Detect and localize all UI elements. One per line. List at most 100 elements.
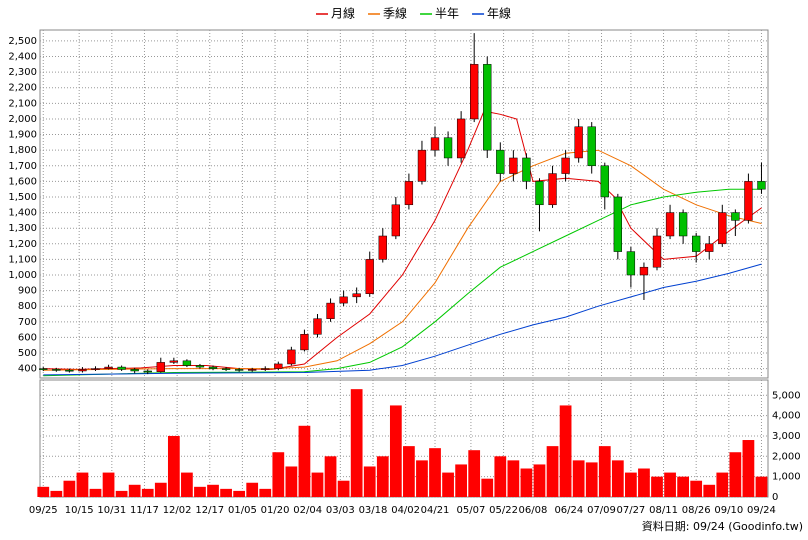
volume-tick-label: 1,000	[772, 472, 801, 483]
volume-bar	[363, 466, 376, 497]
ma-line	[43, 110, 762, 370]
candle-body	[613, 196, 622, 252]
candle-body	[639, 266, 649, 276]
candle-body	[665, 212, 675, 237]
candle-body	[313, 318, 322, 335]
y-tick-label: 2,200	[8, 83, 37, 94]
x-tick-label: 12/02	[163, 505, 192, 516]
volume-bar	[729, 452, 742, 497]
legend-label: 月線	[331, 6, 355, 21]
x-tick-label: 10/15	[65, 505, 94, 516]
candle-body	[326, 302, 335, 319]
volume-bar	[677, 476, 689, 497]
y-tick-label: 1,200	[8, 239, 37, 250]
volume-bar	[664, 472, 676, 497]
candle-body	[352, 293, 361, 298]
x-tick-label: 01/05	[228, 505, 257, 516]
volume-bar	[37, 486, 50, 497]
candle-body	[417, 149, 427, 182]
y-tick-label: 400	[18, 364, 37, 375]
x-tick-label: 05/22	[489, 505, 518, 516]
candle-body	[117, 366, 126, 370]
y-tick-label: 1,900	[8, 130, 37, 141]
volume-bar	[376, 456, 389, 497]
candle-body	[692, 235, 701, 252]
legend-label: 季線	[383, 6, 407, 21]
candle-body	[274, 363, 283, 369]
volume-bar	[703, 484, 716, 497]
volume-bar	[546, 446, 559, 497]
volume-bar	[63, 480, 76, 497]
candle-body	[208, 366, 218, 369]
volume-bar	[494, 456, 507, 497]
volume-tick-label: 4,000	[772, 411, 801, 422]
candle-body	[600, 165, 609, 198]
volume-bar	[141, 488, 154, 497]
x-tick-label: 03/18	[359, 505, 388, 516]
volume-bar	[638, 468, 650, 497]
y-tick-label: 2,500	[8, 36, 37, 47]
x-tick-label: 10/31	[97, 505, 126, 516]
volume-bar	[507, 460, 520, 497]
candle-body	[143, 370, 152, 373]
candle-body	[39, 368, 48, 370]
volume-bar	[481, 478, 494, 497]
volume-bar	[572, 460, 585, 497]
volume-bar	[324, 456, 337, 497]
volume-bar	[285, 466, 298, 497]
candle-body	[156, 362, 165, 373]
candle-body	[248, 369, 257, 371]
candle-body	[261, 368, 270, 370]
y-tick-label: 1,400	[8, 208, 37, 219]
candle-body	[483, 64, 492, 151]
candle-body	[52, 369, 61, 371]
candle-body	[104, 366, 113, 369]
volume-bar	[429, 448, 441, 497]
volume-bar	[403, 446, 415, 497]
y-tick-label: 2,300	[8, 67, 37, 78]
candle-body	[195, 365, 205, 368]
x-tick-label: 11/17	[130, 505, 159, 516]
volume-bar	[468, 450, 481, 497]
volume-bar	[625, 472, 637, 497]
y-tick-label: 1,600	[8, 176, 37, 187]
volume-bar	[533, 464, 546, 497]
candle-body	[430, 137, 440, 151]
x-tick-label: 06/24	[554, 505, 583, 516]
candle-body	[169, 360, 179, 363]
volume-bar	[76, 472, 89, 497]
volume-bar	[651, 476, 663, 497]
candle-body	[404, 181, 414, 206]
x-tick-label: 08/11	[649, 505, 678, 516]
y-tick-label: 1,500	[8, 192, 37, 203]
candle-body	[470, 64, 479, 120]
x-tick-label: 07/09	[587, 505, 616, 516]
y-tick-label: 1,800	[8, 145, 37, 156]
candle-body	[182, 360, 192, 366]
candle-body	[339, 296, 348, 304]
volume-bar	[690, 480, 703, 497]
x-tick-label: 09/10	[714, 505, 743, 516]
candle-body	[391, 204, 401, 237]
y-tick-label: 1,300	[8, 223, 37, 234]
volume-bar	[755, 476, 768, 497]
volume-bar	[716, 472, 729, 497]
x-tick-label: 09/24	[747, 505, 776, 516]
volume-bar	[220, 488, 232, 497]
y-tick-label: 600	[18, 332, 37, 343]
volume-tick-label: 5,000	[772, 390, 801, 401]
candle-body	[365, 259, 374, 294]
volume-bar	[389, 405, 402, 497]
volume-bar	[416, 460, 428, 497]
candle-body	[718, 212, 727, 245]
volume-tick-label: 3,000	[772, 431, 801, 442]
y-tick-label: 2,000	[8, 114, 37, 125]
candle-body	[456, 118, 466, 159]
x-tick-label: 04/21	[421, 505, 450, 516]
candle-body	[234, 369, 244, 371]
candle-body	[130, 369, 139, 372]
x-tick-label: 09/25	[29, 505, 58, 516]
candle-body	[705, 243, 714, 252]
volume-bar	[559, 405, 572, 497]
